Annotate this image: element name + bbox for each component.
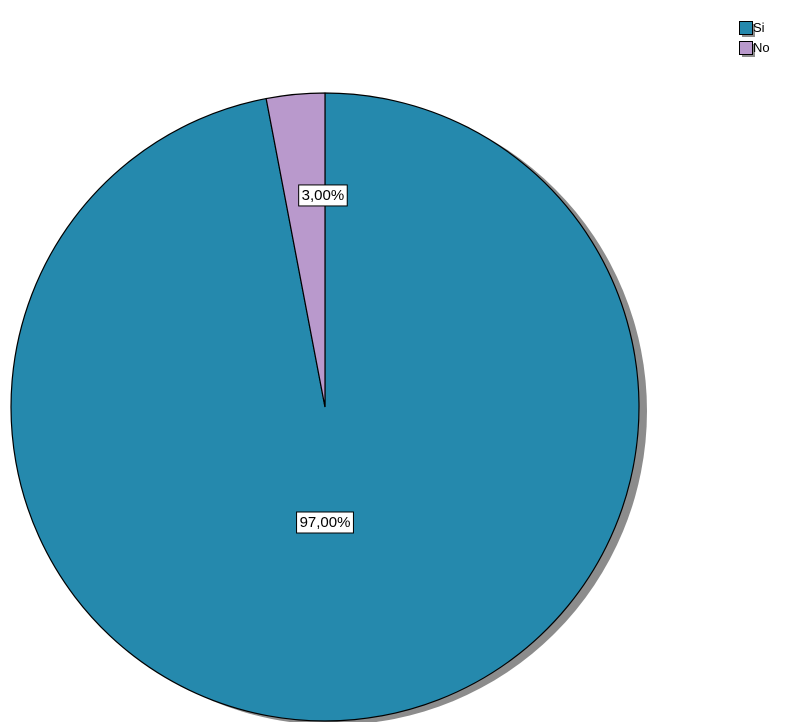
- legend-item-no: No: [739, 37, 770, 57]
- chart-legend: Si No: [739, 17, 770, 57]
- data-label-si: 97,00%: [296, 511, 354, 534]
- legend-label-si: Si: [753, 19, 765, 35]
- data-label-text-si: 97,00%: [300, 514, 351, 531]
- pie-slice-no: [265, 92, 326, 408]
- legend-label-no: No: [753, 39, 770, 55]
- data-label-no: 3,00%: [298, 184, 348, 207]
- legend-item-si: Si: [739, 17, 770, 37]
- pie-slices: [10, 92, 640, 722]
- data-label-text-no: 3,00%: [302, 187, 345, 204]
- legend-swatch-si: [739, 20, 755, 37]
- legend-swatch-no: [739, 40, 755, 57]
- pie-data-labels: 97,00% 3,00%: [296, 184, 354, 534]
